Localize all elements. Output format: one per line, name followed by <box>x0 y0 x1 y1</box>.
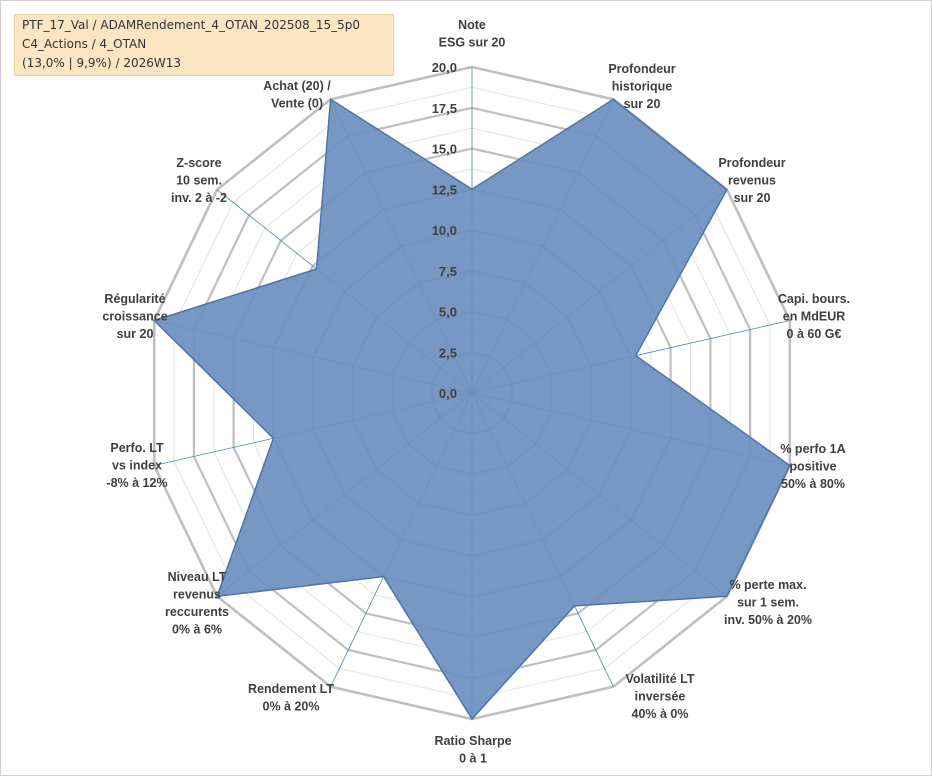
axis-label: % perte max. sur 1 sem. inv. 50% à 20% <box>724 578 812 627</box>
tick-label: 17,5 <box>432 101 457 116</box>
axis-label: Note ESG sur 20 <box>439 18 506 50</box>
info-line-2: C4_Actions / 4_OTAN <box>22 37 147 51</box>
tick-label: 2,5 <box>439 345 457 360</box>
axis-label: Volatilité LT inversée 40% à 0% <box>626 672 695 721</box>
tick-label: 7,5 <box>439 264 457 279</box>
tick-label: 10,0 <box>432 223 457 238</box>
tick-label: 12,5 <box>432 182 457 197</box>
axis-label: Ratio Sharpe 0 à 1 <box>434 734 511 766</box>
tick-label: 5,0 <box>439 305 457 320</box>
series-area <box>152 98 791 721</box>
tick-label: 0,0 <box>439 386 457 401</box>
axis-label: Perfo. LT vs index -8% à 12% <box>106 441 167 490</box>
info-line-3: (13,0% | 9,9%) / 2026W13 <box>22 56 181 70</box>
axis-label: Capi. bours. en MdEUR 0 à 60 G€ <box>778 292 850 341</box>
tick-label: 20,0 <box>432 60 457 75</box>
axis-label: Achat (20) / Vente (0) <box>263 79 331 111</box>
axis-label: Régularité croissance sur 20 <box>102 292 167 341</box>
tick-label: 15,0 <box>432 142 457 157</box>
axis-label: % perfo 1A positive 50% à 80% <box>780 442 845 491</box>
axis-label: Niveau LT revenus reccurents 0% à 6% <box>165 570 229 637</box>
info-box: PTF_17_Val / ADAMRendement_4_OTAN_202508… <box>14 14 394 76</box>
axis-label: Rendement LT 0% à 20% <box>248 682 334 714</box>
axis-label: Profondeur revenus sur 20 <box>718 156 785 205</box>
axis-label: Profondeur historique sur 20 <box>608 62 675 111</box>
info-line-1: PTF_17_Val / ADAMRendement_4_OTAN_202508… <box>22 18 360 32</box>
axis-label: Z-score 10 sem. inv. 2 à -2 <box>171 156 227 205</box>
